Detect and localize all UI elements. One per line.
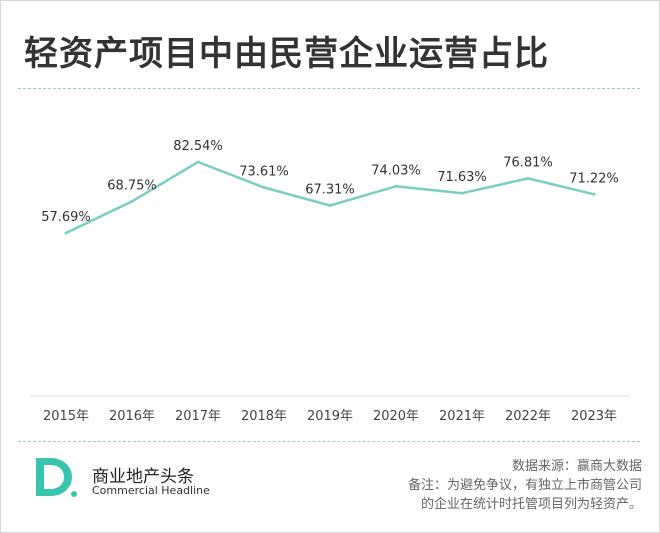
- chart-title: 轻资产项目中由民营企业运营占比: [24, 34, 549, 74]
- data-label: 71.22%: [569, 171, 619, 186]
- data-point: [328, 204, 332, 207]
- brand-logo-icon: [36, 458, 77, 497]
- data-point: [196, 160, 200, 164]
- data-point: [64, 231, 68, 235]
- data-point: [460, 191, 464, 195]
- x-tick-label: 2016年: [109, 409, 155, 424]
- data-label: 68.75%: [107, 178, 157, 193]
- data-point: [592, 192, 596, 196]
- data-label: 74.03%: [371, 163, 421, 178]
- x-tick-label: 2015年: [43, 409, 89, 424]
- data-point: [262, 186, 266, 189]
- brand-name-en: Commercial Headline: [92, 484, 210, 497]
- source-note: 数据来源：赢商大数据: [511, 459, 642, 474]
- data-label: 73.61%: [239, 165, 289, 180]
- x-tick-label: 2021年: [439, 409, 485, 424]
- data-label: 57.69%: [41, 210, 91, 225]
- brand-name-cn: 商业地产头条: [92, 467, 194, 487]
- data-point: [526, 176, 530, 180]
- x-tick-label: 2020年: [373, 409, 419, 424]
- data-point: [130, 199, 134, 203]
- x-tick-label: 2019年: [307, 409, 353, 424]
- x-tick-label: 2018年: [241, 409, 287, 424]
- data-label: 82.54%: [173, 139, 223, 154]
- data-label: 67.31%: [305, 183, 355, 198]
- x-tick-label: 2023年: [571, 409, 617, 424]
- x-tick-label: 2017年: [175, 409, 221, 424]
- data-point: [394, 184, 398, 188]
- series-line: [65, 160, 595, 235]
- title-divider: [18, 88, 640, 89]
- remark-line-1: 备注：为避免争议，有独立上市商管公司: [407, 478, 642, 493]
- line-chart: 57.69% 2015年 68.75% 2016年 82.54% 2017年 73.61% 2…: [30, 139, 630, 424]
- remark-line-2: 的企业在统计时托管项目列为轻资产。: [420, 497, 642, 512]
- footer-divider: [18, 441, 640, 442]
- data-label: 76.81%: [503, 155, 553, 170]
- x-tick-label: 2022年: [505, 409, 551, 424]
- data-label: 71.63%: [437, 170, 487, 185]
